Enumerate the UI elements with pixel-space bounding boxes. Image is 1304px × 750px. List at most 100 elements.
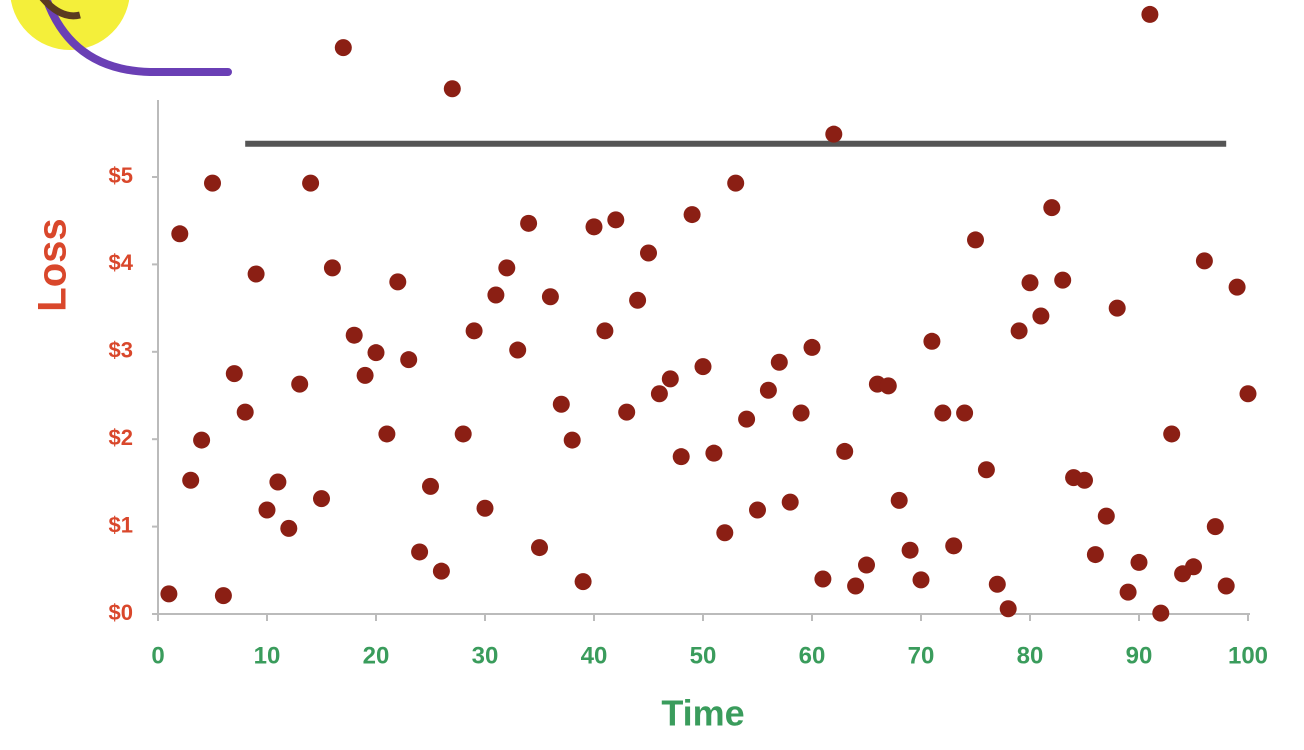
data-point	[607, 211, 625, 229]
data-point	[1185, 558, 1202, 576]
y-tick-label: $2	[109, 425, 133, 450]
data-point	[640, 244, 657, 262]
data-point	[236, 403, 254, 421]
data-point	[1141, 5, 1159, 23]
data-point	[400, 351, 418, 369]
data-point	[705, 444, 723, 462]
data-point	[563, 431, 581, 449]
data-point	[193, 431, 211, 449]
data-point	[389, 273, 407, 291]
data-point	[269, 473, 287, 491]
data-point	[411, 543, 429, 561]
data-point	[1195, 252, 1213, 270]
y-axis-label: Loss	[31, 218, 75, 311]
data-point	[1152, 604, 1170, 622]
data-point	[814, 570, 832, 588]
data-point	[1228, 278, 1246, 296]
data-point	[204, 174, 221, 192]
data-point	[378, 425, 396, 443]
x-tick-label: 70	[908, 642, 935, 669]
data-point	[1097, 507, 1115, 525]
data-point	[879, 377, 897, 395]
x-tick-label: 20	[363, 642, 390, 669]
data-point	[1010, 322, 1028, 340]
data-point	[1239, 385, 1257, 403]
data-point	[1206, 518, 1224, 536]
data-point	[509, 341, 527, 359]
data-point	[302, 174, 320, 192]
data-point	[574, 573, 592, 591]
data-point	[520, 214, 538, 232]
data-point	[443, 80, 461, 98]
data-point	[661, 370, 679, 388]
data-point	[836, 442, 854, 460]
data-point	[803, 338, 821, 356]
data-point	[291, 375, 309, 393]
data-point	[694, 358, 712, 376]
data-point	[716, 524, 734, 542]
data-point	[1043, 199, 1061, 217]
data-point	[541, 288, 559, 306]
data-point	[847, 577, 865, 595]
data-point	[356, 366, 374, 384]
data-point	[487, 286, 505, 304]
data-point	[956, 404, 974, 422]
x-tick-label: 10	[254, 642, 281, 669]
data-point	[781, 493, 799, 511]
data-point	[182, 471, 200, 489]
data-point	[1217, 577, 1235, 595]
data-point	[422, 477, 439, 495]
data-point	[313, 490, 330, 508]
data-point	[498, 259, 516, 277]
x-tick-label: 40	[581, 642, 608, 669]
data-point	[1076, 471, 1093, 489]
y-tick-label: $0	[109, 600, 133, 625]
data-point	[934, 404, 952, 422]
data-point	[367, 344, 385, 362]
data-point	[858, 556, 875, 574]
data-point	[629, 291, 647, 309]
data-point	[999, 600, 1017, 618]
data-point	[912, 571, 930, 589]
data-point	[552, 395, 570, 413]
pen-stroke	[42, 0, 232, 76]
data-point	[988, 575, 1006, 593]
data-point	[345, 326, 363, 344]
data-point	[225, 365, 243, 383]
data-point	[171, 225, 189, 243]
data-point	[585, 218, 603, 236]
data-point	[1119, 583, 1137, 601]
data-point	[432, 562, 450, 580]
data-point	[770, 353, 788, 371]
data-point	[334, 39, 352, 57]
pen-stroke	[39, 0, 81, 20]
y-tick-label: $5	[109, 163, 133, 188]
data-point	[214, 587, 232, 605]
data-point	[247, 265, 265, 283]
data-point	[683, 206, 701, 224]
data-point	[1086, 546, 1104, 564]
x-tick-label: 50	[690, 642, 717, 669]
x-tick-label: 100	[1228, 642, 1268, 669]
x-tick-label: 90	[1126, 642, 1153, 669]
data-point	[749, 501, 766, 519]
data-point	[258, 501, 276, 519]
data-point	[1130, 553, 1148, 571]
x-tick-label: 60	[799, 642, 826, 669]
data-point	[454, 425, 472, 443]
y-tick-label: $4	[109, 250, 134, 275]
data-point	[967, 231, 984, 249]
data-point	[1021, 274, 1039, 292]
data-point	[1108, 299, 1126, 317]
data-point	[531, 539, 548, 557]
data-point	[323, 259, 341, 277]
y-tick-label: $3	[109, 338, 133, 363]
data-point	[650, 385, 668, 403]
x-tick-label: 0	[151, 642, 164, 669]
data-point	[160, 585, 178, 603]
data-point	[977, 461, 995, 479]
data-point	[476, 499, 494, 517]
x-axis-label: Time	[661, 693, 744, 734]
